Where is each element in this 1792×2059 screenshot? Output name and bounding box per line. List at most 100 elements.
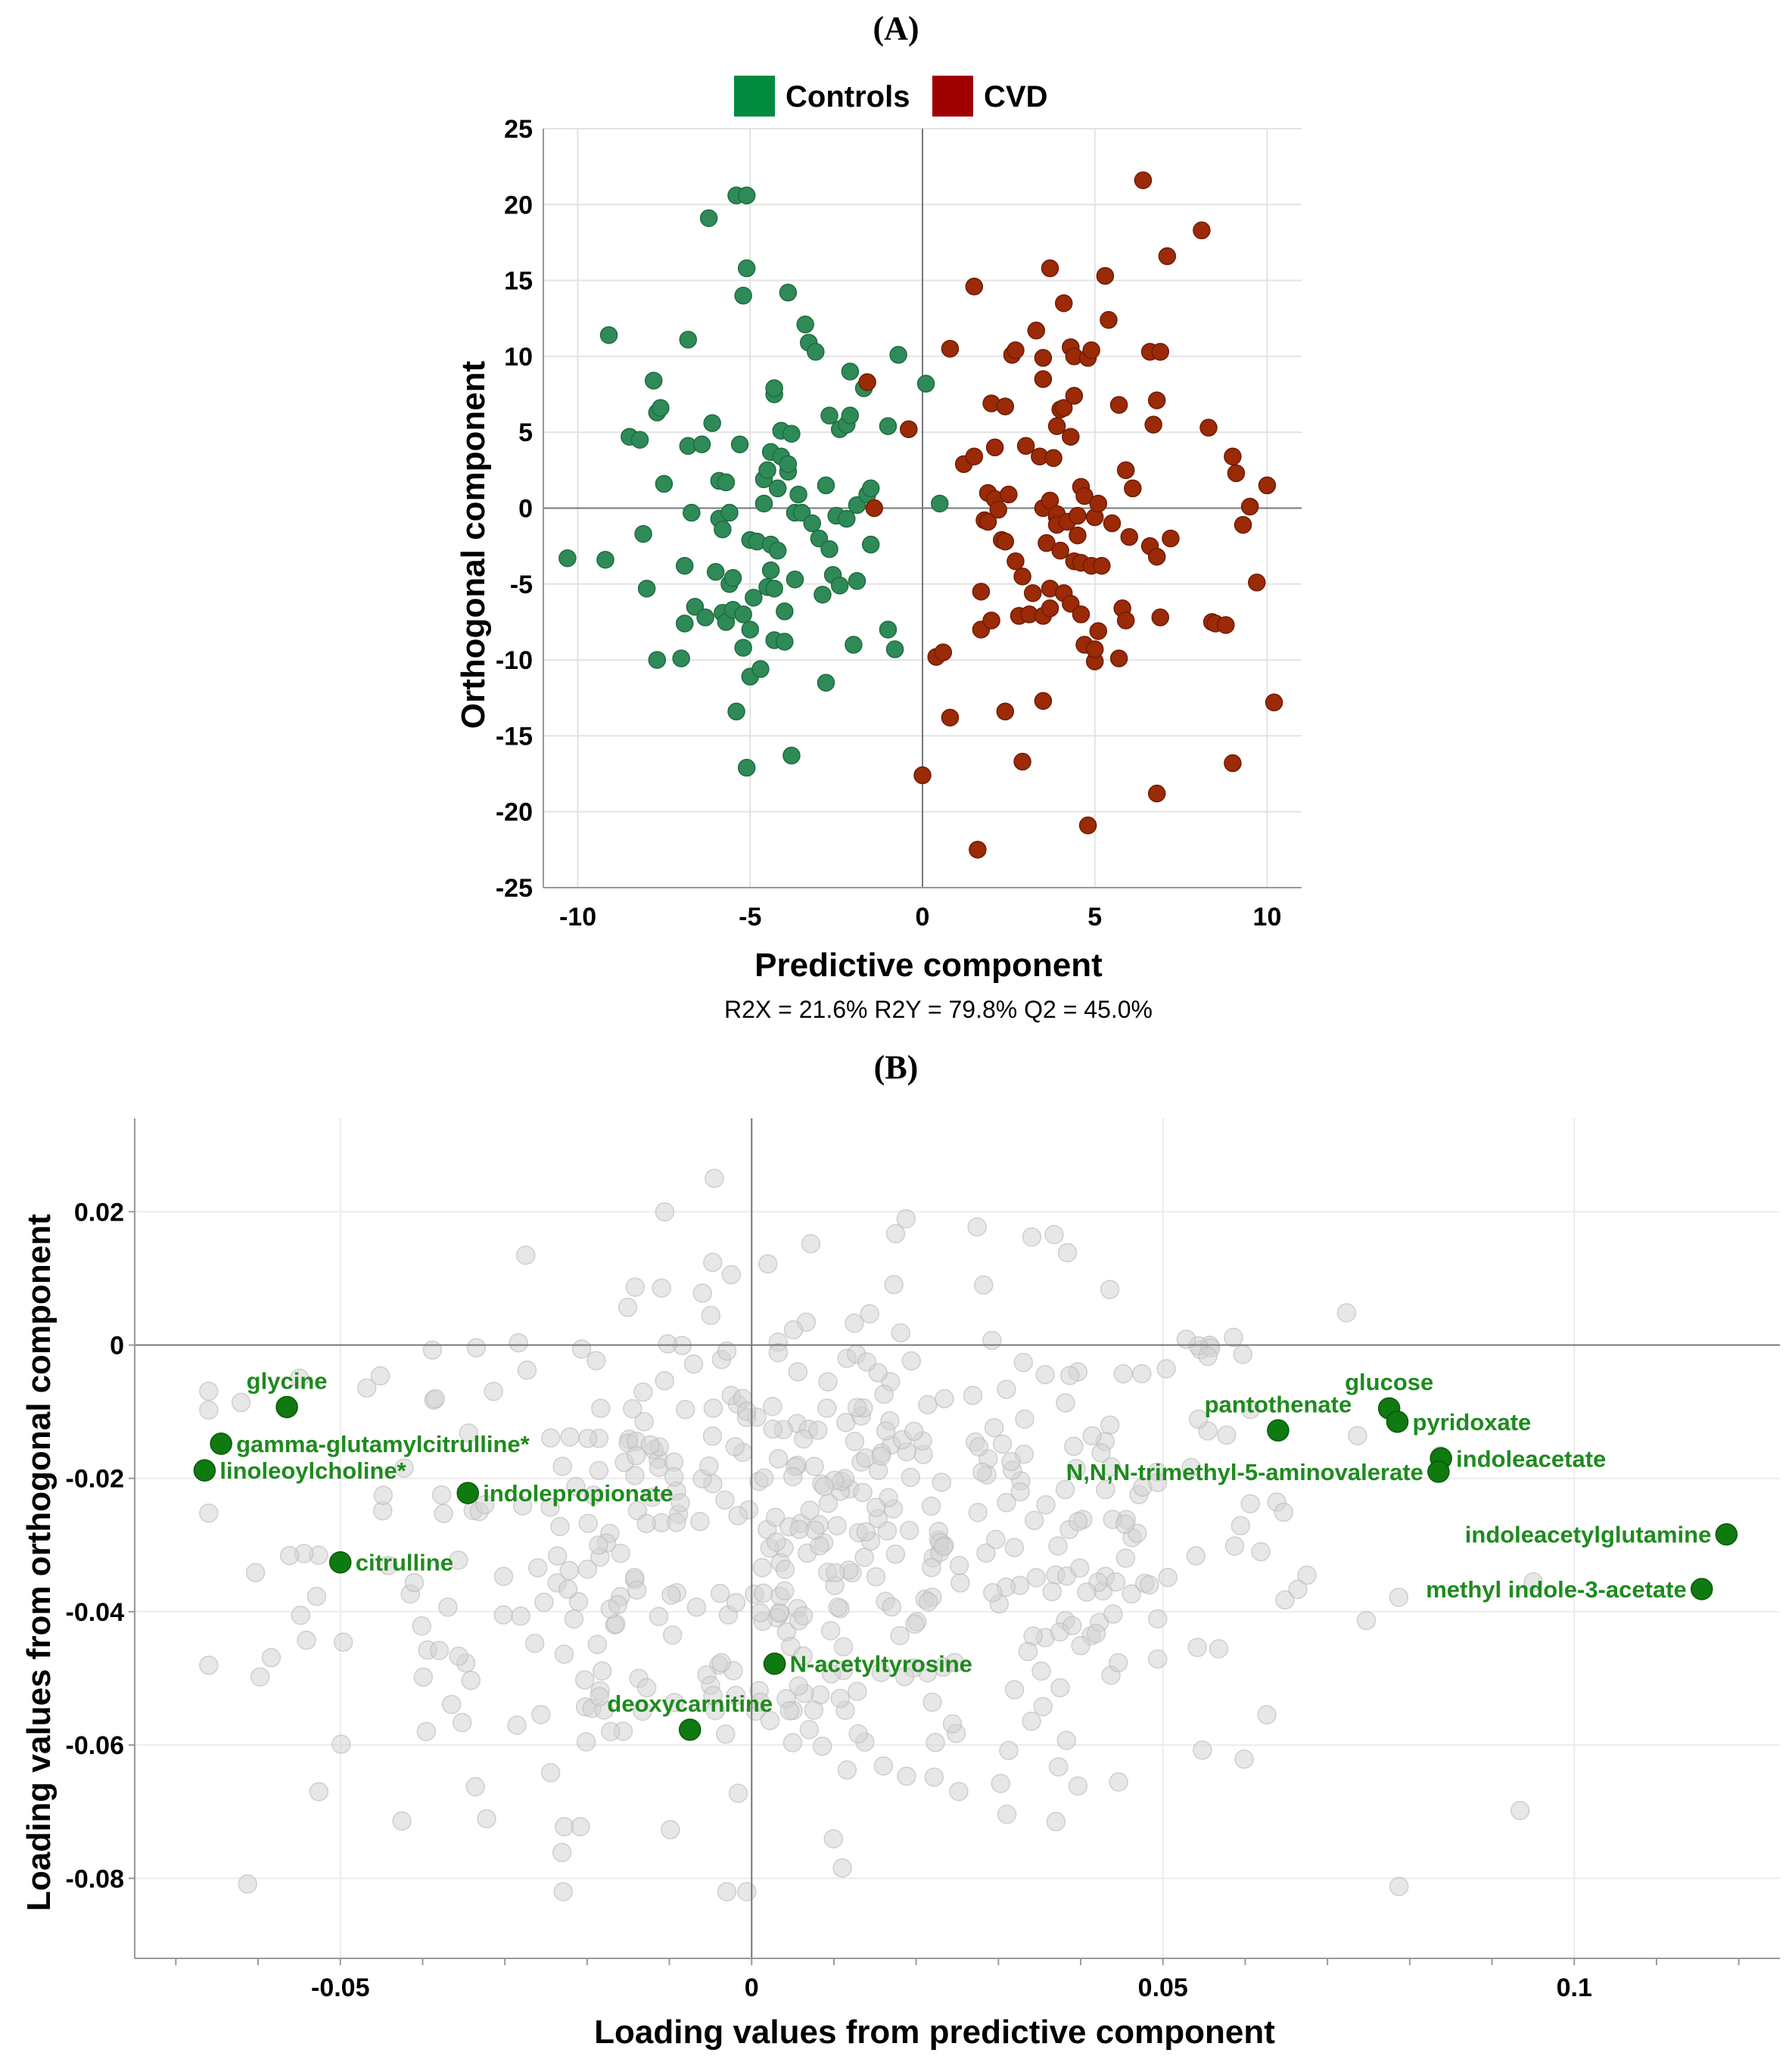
point-cvd <box>1224 447 1242 466</box>
point-cvd <box>1041 599 1059 617</box>
background-point <box>1062 1616 1082 1636</box>
background-point <box>238 1874 257 1894</box>
background-point <box>199 1655 219 1675</box>
background-point <box>760 1710 780 1731</box>
point-cvd <box>1006 341 1025 359</box>
background-point <box>884 1274 904 1295</box>
background-point <box>574 1670 595 1690</box>
point-controls <box>848 572 866 590</box>
ticks-b: 0.02 0 -0.02 -0.04 -0.06 -0.08 -0.05 0 0.05 0.1 <box>66 1198 1740 2002</box>
point-controls <box>637 580 656 598</box>
background-point <box>919 1592 938 1612</box>
background-point <box>429 1641 450 1660</box>
background-point <box>904 1421 924 1442</box>
background-point <box>667 1513 686 1532</box>
background-point <box>814 1476 834 1496</box>
point-cvd <box>1062 428 1080 446</box>
point-controls <box>679 331 698 349</box>
background-point <box>558 1579 578 1599</box>
background-point <box>871 1662 891 1682</box>
background-point <box>926 1732 945 1753</box>
point-controls <box>782 425 801 443</box>
background-point <box>725 1437 745 1457</box>
background-point <box>1186 1546 1206 1566</box>
highlight-point <box>678 1718 702 1741</box>
background-point <box>675 1399 695 1420</box>
point-cvd <box>1054 294 1073 313</box>
y-tick-label: -10 <box>496 646 533 675</box>
background-point <box>999 1740 1019 1760</box>
background-point <box>566 1476 586 1497</box>
background-point <box>1059 1365 1080 1386</box>
background-point <box>633 1701 652 1722</box>
point-controls <box>765 580 783 598</box>
y-tick-label: -0.04 <box>66 1598 125 1627</box>
point-controls <box>796 316 814 334</box>
point-cvd <box>1120 527 1139 546</box>
background-point <box>1018 1641 1038 1662</box>
background-point <box>1389 1588 1409 1607</box>
background-point <box>717 1341 737 1361</box>
background-point <box>577 1559 598 1579</box>
background-point <box>333 1632 353 1652</box>
background-point <box>1140 1575 1159 1595</box>
background-point <box>1044 1224 1064 1245</box>
point-cvd <box>972 583 991 601</box>
background-point <box>309 1781 329 1802</box>
highlighted-points-b: glycine gamma-glutamylcitrulline*linoleoy… <box>193 1367 1738 1741</box>
y-tick-label: 10 <box>504 343 533 372</box>
background-point <box>412 1616 431 1636</box>
point-controls <box>737 186 756 205</box>
background-point <box>1274 1502 1294 1522</box>
panel-b: (B) 0.020-0.02-0.04-0.06-0.08-0.05 0 0.05 0… <box>20 1049 1780 2051</box>
background-point <box>1010 1482 1030 1502</box>
background-point <box>250 1667 270 1687</box>
background-point <box>944 1653 965 1672</box>
background-point <box>891 1323 911 1343</box>
point-controls <box>596 550 614 569</box>
background-point <box>662 1625 683 1645</box>
background-point <box>874 1384 894 1404</box>
background-point <box>484 1382 503 1401</box>
point-cvd <box>1158 247 1177 266</box>
background-point <box>828 1597 848 1617</box>
background-point <box>1024 1510 1044 1530</box>
background-point <box>1158 1567 1178 1588</box>
y-tick-label: 0.02 <box>74 1198 124 1227</box>
x-tick-label: -5 <box>739 903 761 932</box>
background-point <box>1001 1451 1021 1472</box>
background-point <box>512 1496 533 1516</box>
point-controls <box>734 286 752 305</box>
background-point <box>1086 1623 1106 1644</box>
highlight-point <box>1267 1419 1290 1442</box>
point-controls <box>730 435 749 453</box>
background-point <box>511 1606 530 1626</box>
background-point <box>1233 1345 1253 1364</box>
background-point <box>578 1429 598 1448</box>
point-controls <box>792 503 811 522</box>
background-point <box>703 1252 723 1272</box>
background-point <box>1048 1757 1069 1777</box>
background-point <box>752 1557 772 1578</box>
background-point <box>413 1667 434 1687</box>
background-point <box>649 1606 669 1626</box>
background-point <box>699 1456 719 1476</box>
point-cvd <box>1248 574 1266 592</box>
background-point <box>540 1428 561 1448</box>
point-controls <box>734 605 752 624</box>
points-a <box>558 171 1283 859</box>
background-point <box>963 1386 983 1405</box>
point-controls <box>686 598 705 616</box>
point-controls <box>703 414 721 432</box>
background-point <box>1187 1638 1207 1657</box>
background-point <box>655 1202 675 1222</box>
background-point <box>404 1572 425 1593</box>
background-point <box>1224 1327 1243 1348</box>
background-point <box>559 1560 580 1581</box>
background-point <box>1101 1457 1122 1477</box>
background-point <box>623 1398 642 1419</box>
point-controls <box>838 509 856 528</box>
point-cvd <box>1006 552 1025 571</box>
point-controls <box>754 494 773 513</box>
point-controls <box>879 620 898 639</box>
